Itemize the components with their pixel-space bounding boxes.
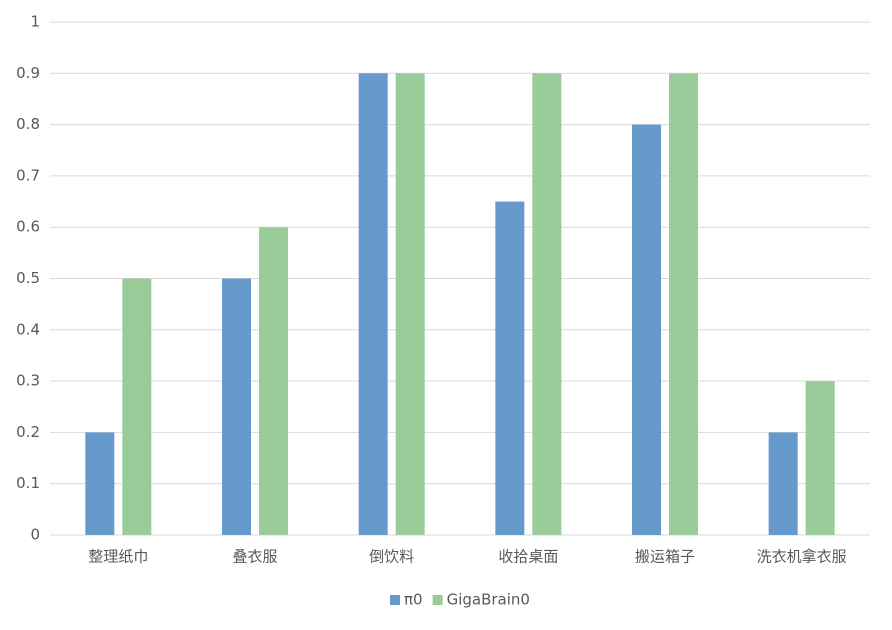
bar [222,278,251,535]
y-tick-label: 0.4 [16,320,40,338]
bar [358,73,388,536]
y-tick-label: 0.7 [16,166,40,184]
y-tick-label: 1 [30,13,40,31]
legend-label: GigaBrain0 [447,591,530,609]
bar [632,124,661,535]
x-tick-label: 倒饮料 [369,548,414,566]
legend-swatch [390,595,401,605]
x-tick-label: 洗衣机拿衣服 [757,548,847,566]
bar [669,73,698,536]
legend-label: π0 [404,591,423,609]
legend-swatch [432,595,443,605]
x-tick-label: 收拾桌面 [498,548,558,566]
x-tick-label: 叠衣服 [232,548,277,566]
y-tick-label: 0.5 [16,269,40,287]
bar [805,381,835,535]
bar [495,201,525,536]
bar [395,73,425,536]
y-tick-label: 0.6 [16,218,40,236]
bar [768,432,798,535]
bar [259,227,288,535]
bar [122,278,152,535]
y-tick-label: 0.3 [16,372,40,390]
y-tick-label: 0.2 [16,423,40,441]
x-tick-label: 整理纸巾 [88,548,148,566]
x-tick-label: 搬运箱子 [635,548,695,566]
y-tick-label: 0.9 [16,64,40,82]
bar [85,432,115,535]
y-tick-label: 0 [30,526,40,544]
y-tick-label: 0.8 [16,115,40,133]
bar [532,73,562,536]
y-tick-label: 0.1 [16,474,40,492]
